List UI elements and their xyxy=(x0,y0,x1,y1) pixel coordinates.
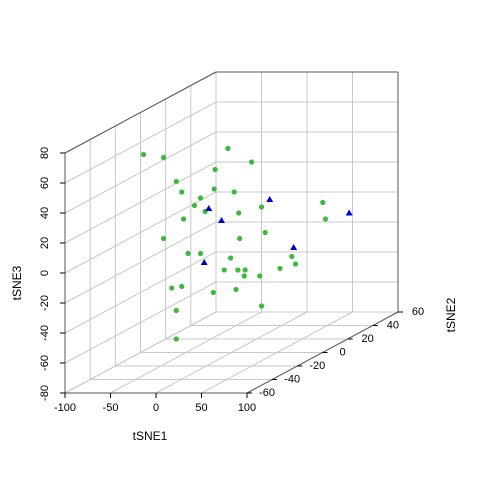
point xyxy=(236,210,242,216)
y-tick-label: -60 xyxy=(259,387,275,399)
x-tick-label: -100 xyxy=(54,402,76,414)
grid-line xyxy=(64,311,217,394)
grid-line xyxy=(64,161,217,244)
z-tick-label: -60 xyxy=(39,355,51,371)
point xyxy=(320,199,326,206)
y-tick-label: 60 xyxy=(412,306,424,318)
y-axis-label: tSNE2 xyxy=(444,297,458,332)
grid-line xyxy=(64,101,217,184)
z-tick-label: -20 xyxy=(39,295,51,311)
point xyxy=(173,307,179,314)
point xyxy=(257,273,263,279)
point xyxy=(227,255,234,261)
point xyxy=(191,202,198,209)
point xyxy=(160,154,167,161)
point xyxy=(205,205,213,211)
z-tick-label: 80 xyxy=(39,147,51,159)
y-tick-label: -20 xyxy=(309,360,325,372)
z-axis-label: tSNE3 xyxy=(10,265,24,300)
x-tick-label: -50 xyxy=(103,402,119,414)
z-tick-label: -40 xyxy=(39,325,51,341)
point xyxy=(140,151,147,158)
point xyxy=(180,216,187,222)
z-tick-label: -80 xyxy=(39,385,51,401)
point xyxy=(160,235,167,242)
grid-line xyxy=(64,131,217,214)
point xyxy=(242,267,248,273)
point xyxy=(258,204,265,210)
point xyxy=(289,253,295,260)
point xyxy=(200,259,208,265)
grid-line xyxy=(64,191,217,274)
z-tick-label: 20 xyxy=(39,237,51,249)
point xyxy=(197,195,204,201)
box-edge xyxy=(64,71,217,154)
grid-line xyxy=(64,281,217,364)
point xyxy=(235,267,241,273)
point xyxy=(173,178,179,185)
point xyxy=(179,189,185,195)
y-tick-label: -40 xyxy=(284,373,300,385)
point xyxy=(277,265,283,272)
point xyxy=(225,145,231,152)
point xyxy=(221,267,227,273)
point xyxy=(197,250,204,257)
x-tick-label: 50 xyxy=(195,402,207,414)
point xyxy=(345,209,353,216)
z-tick-label: 40 xyxy=(39,207,51,219)
point xyxy=(173,336,179,342)
point xyxy=(248,159,255,165)
z-tick-label: 60 xyxy=(39,177,51,189)
point xyxy=(241,273,247,279)
point xyxy=(292,261,299,267)
point xyxy=(231,189,237,195)
point xyxy=(266,196,274,202)
y-tick-label: 0 xyxy=(339,346,345,358)
point xyxy=(233,286,239,293)
x-tick-label: 100 xyxy=(238,402,256,414)
point xyxy=(258,303,265,309)
point xyxy=(212,166,218,173)
grid-line xyxy=(64,251,217,334)
point xyxy=(185,250,191,257)
point xyxy=(237,235,243,242)
y-tick-label: 20 xyxy=(362,333,374,345)
z-tick-label: 0 xyxy=(39,270,51,276)
point xyxy=(169,285,175,291)
x-axis-label: tSNE1 xyxy=(133,429,168,443)
point xyxy=(179,283,185,290)
point xyxy=(290,244,298,250)
grid-line xyxy=(64,221,217,304)
y-tick-label: 40 xyxy=(387,319,399,331)
point xyxy=(211,186,217,192)
point xyxy=(217,217,225,223)
x-tick-label: 0 xyxy=(153,402,159,414)
point xyxy=(262,229,268,236)
point xyxy=(210,289,216,296)
point xyxy=(322,216,329,222)
